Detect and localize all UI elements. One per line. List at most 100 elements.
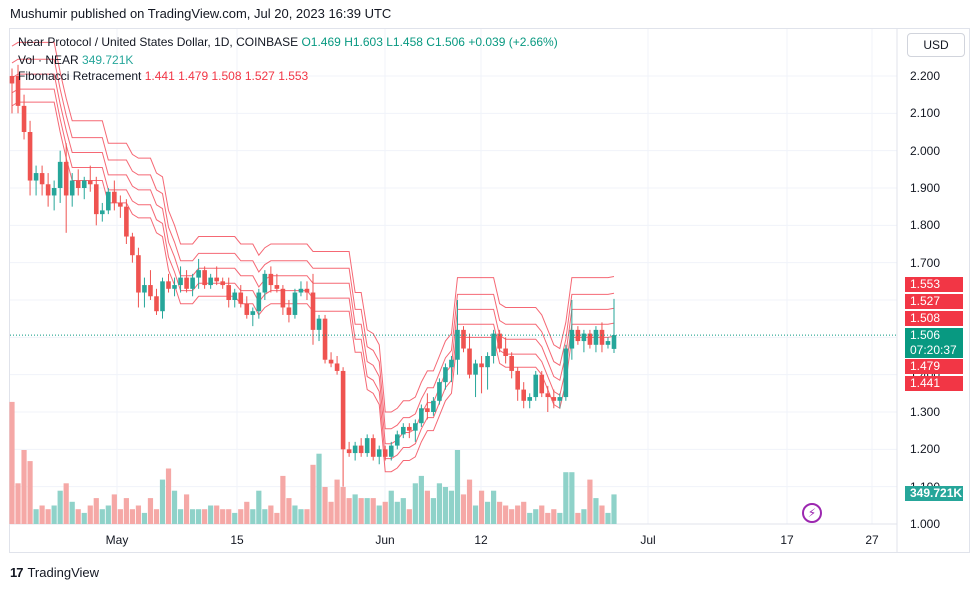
volume-bar bbox=[286, 498, 292, 524]
fib-level-line bbox=[11, 58, 615, 430]
volume-bar bbox=[551, 509, 557, 524]
candle-body bbox=[112, 191, 117, 203]
price-axis-label: 1.800 bbox=[910, 218, 941, 233]
volume-bar bbox=[605, 512, 611, 524]
price-axis-label: 2.000 bbox=[910, 143, 941, 158]
volume-bar bbox=[509, 509, 515, 524]
candle-body bbox=[605, 341, 611, 345]
price-axis-label: 2.200 bbox=[910, 69, 941, 83]
candle-body bbox=[304, 288, 310, 293]
candle-body bbox=[33, 173, 39, 181]
volume-bar bbox=[575, 512, 581, 524]
fib-level-badge: 1.553 bbox=[905, 277, 963, 292]
volume-bar bbox=[141, 512, 148, 524]
volume-bar bbox=[220, 509, 226, 524]
candle-body bbox=[69, 180, 75, 196]
volume-bar bbox=[111, 494, 117, 524]
footer-brand-label: TradingView bbox=[27, 565, 100, 580]
candle-body bbox=[184, 277, 189, 289]
price-axis-label: 1.700 bbox=[910, 255, 941, 270]
time-axis-label: 12 bbox=[474, 533, 488, 547]
fib-level-badge: 1.527 bbox=[905, 294, 963, 309]
volume-legend-value: 349.721K bbox=[82, 53, 134, 67]
candle-body bbox=[533, 374, 539, 398]
volume-bar bbox=[424, 490, 430, 524]
candle-body bbox=[51, 188, 57, 196]
volume-bar bbox=[304, 509, 310, 524]
candle-body bbox=[479, 363, 484, 368]
volume-bar bbox=[226, 509, 232, 524]
candle-body bbox=[130, 236, 135, 256]
fib-level-badge: 1.508 bbox=[905, 311, 963, 326]
ohlc-close: C1.506 bbox=[426, 35, 465, 49]
footer-brand[interactable]: 17 TradingView bbox=[10, 565, 99, 580]
volume-bar bbox=[352, 494, 358, 524]
candle-body bbox=[455, 329, 460, 360]
volume-bar bbox=[454, 450, 461, 524]
fib-legend[interactable]: Fibonacci Retracement 1.441 1.479 1.508 … bbox=[18, 69, 308, 83]
volume-bar bbox=[563, 472, 569, 524]
volume-bar bbox=[358, 498, 364, 524]
candle-body bbox=[154, 296, 159, 312]
candle-body bbox=[280, 288, 286, 308]
volume-bar bbox=[147, 498, 154, 524]
candle-body bbox=[521, 389, 526, 401]
volume-bar bbox=[292, 505, 298, 524]
candle-body bbox=[208, 277, 213, 286]
candle-body bbox=[539, 374, 545, 394]
candle-body bbox=[346, 449, 352, 454]
volume-legend[interactable]: Vol · NEAR 349.721K bbox=[18, 53, 133, 67]
fib-level-badge: 1.441 bbox=[905, 376, 963, 391]
symbol-legend[interactable]: Near Protocol / United States Dollar, 1D… bbox=[18, 35, 558, 49]
volume-bar bbox=[388, 490, 394, 524]
volume-bar bbox=[135, 505, 142, 524]
price-axis-label: 2.100 bbox=[910, 106, 941, 121]
candle-body bbox=[292, 292, 298, 315]
volume-bar bbox=[587, 479, 593, 524]
volume-bar bbox=[472, 505, 479, 524]
volume-bar bbox=[190, 509, 196, 524]
volume-bar bbox=[382, 501, 388, 524]
fib-level-badge: 1.479 bbox=[905, 359, 963, 374]
lightning-icon[interactable]: ⚡ bbox=[802, 503, 822, 523]
volume-bar bbox=[202, 509, 208, 524]
publisher-line: Mushumir published on TradingView.com, J… bbox=[10, 6, 392, 21]
volume-bar bbox=[159, 479, 166, 524]
volume-bar bbox=[328, 501, 334, 524]
candle-body bbox=[370, 438, 376, 457]
volume-bar bbox=[105, 505, 111, 524]
chart-frame[interactable] bbox=[9, 28, 970, 553]
candle-body bbox=[473, 363, 478, 375]
candle-body bbox=[220, 281, 225, 286]
volume-bar bbox=[274, 512, 280, 524]
volume-bar bbox=[262, 509, 268, 524]
candle-body bbox=[569, 329, 575, 349]
volume-bar bbox=[340, 487, 346, 524]
candle-body bbox=[437, 382, 442, 401]
candle-body bbox=[551, 397, 557, 401]
volume-bar bbox=[334, 479, 340, 524]
volume-bar bbox=[171, 490, 178, 524]
volume-bar bbox=[75, 509, 81, 524]
volume-bar bbox=[478, 490, 485, 524]
candle-body bbox=[57, 161, 63, 188]
currency-button[interactable]: USD bbox=[907, 33, 965, 57]
volume-bar bbox=[27, 461, 33, 524]
candle-body bbox=[45, 184, 51, 196]
candle-body bbox=[232, 292, 238, 300]
candle-body bbox=[425, 408, 430, 412]
candle-body bbox=[118, 202, 123, 207]
volume-bar bbox=[214, 505, 220, 524]
volume-bar bbox=[466, 479, 473, 524]
symbol-title: Near Protocol / United States Dollar, 1D… bbox=[18, 35, 299, 49]
volume-bar bbox=[256, 490, 262, 524]
volume-bar bbox=[99, 509, 105, 524]
volume-bar bbox=[581, 509, 587, 524]
volume-bar bbox=[400, 498, 406, 524]
candle-body bbox=[274, 285, 280, 289]
time-axis-label: 15 bbox=[230, 533, 244, 547]
volume-bar bbox=[165, 468, 172, 524]
candle-body bbox=[250, 311, 256, 315]
candle-body bbox=[527, 397, 533, 401]
